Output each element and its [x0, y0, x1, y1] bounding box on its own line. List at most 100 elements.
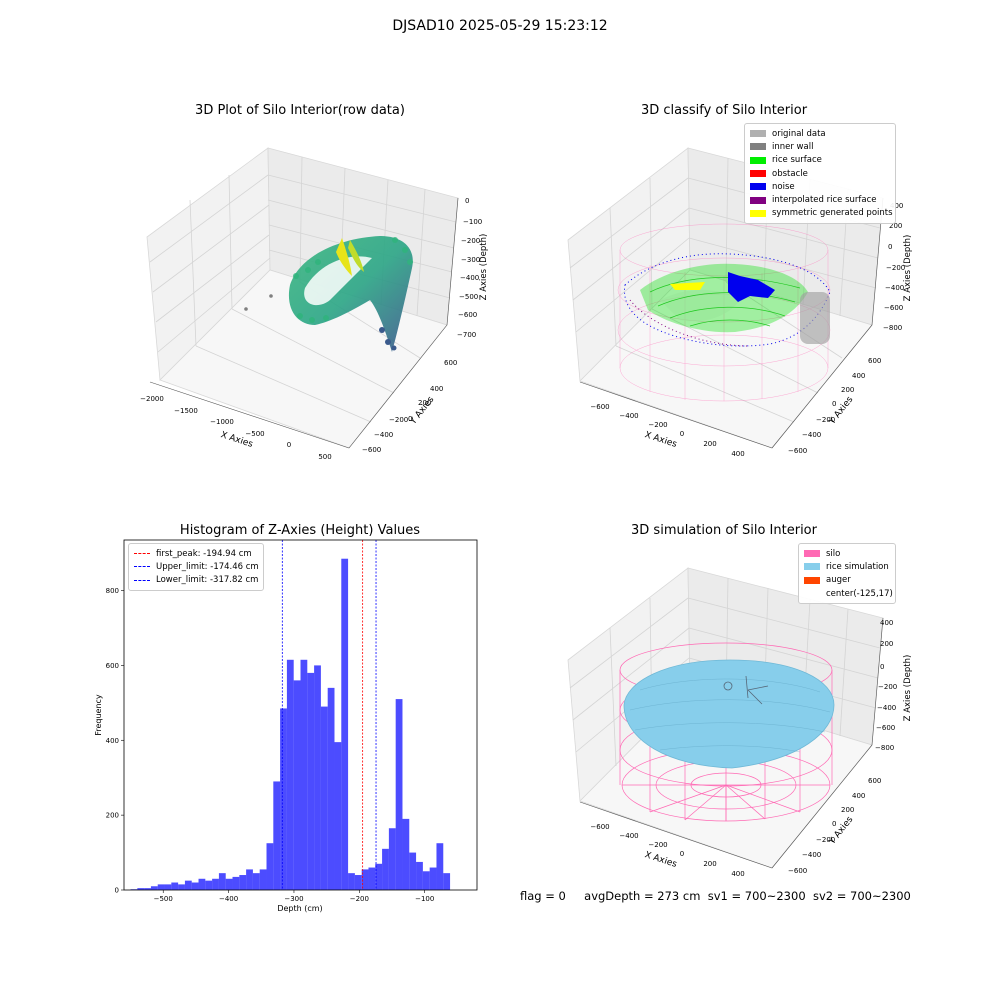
histogram-xtick-label: −200	[350, 895, 369, 903]
simulation-ytick: −200	[816, 836, 835, 844]
simulation-legend-label: silo	[826, 548, 841, 559]
histogram-bar	[327, 687, 335, 890]
histogram-ylabel: Frequency	[94, 694, 103, 736]
classify-legend-swatch	[750, 196, 766, 204]
classify-legend-label: symmetric generated points	[772, 208, 893, 219]
histogram-bar	[286, 659, 294, 890]
histogram-bar	[280, 708, 287, 890]
classify-xtick: −200	[648, 421, 667, 429]
simulation-legend-swatch	[804, 576, 820, 584]
histogram-bar	[334, 742, 342, 890]
histogram-bar	[171, 882, 179, 890]
classify-xlabel: X Axies	[643, 430, 678, 450]
classify-legend-swatch	[750, 209, 766, 217]
status-info-line: flag = 0 avgDepth = 273 cm sv1 = 700~230…	[520, 889, 911, 903]
classify-xtick: 200	[703, 440, 716, 448]
raw-xtick: −2000	[140, 395, 164, 403]
raw-xtick: −1000	[210, 418, 234, 426]
classify-legend-item: noise	[750, 180, 890, 193]
raw-ytick: 600	[444, 359, 457, 367]
simulation-ztick: 0	[880, 663, 884, 671]
histogram-bar	[178, 884, 185, 890]
histogram-bar	[388, 828, 396, 890]
simulation-ztick: −800	[875, 744, 894, 752]
histogram-bar	[191, 882, 199, 890]
classify-xtick: −600	[590, 403, 609, 411]
raw-zlabel: Z Axies (Depth)	[479, 234, 489, 301]
histogram-bar	[137, 888, 145, 890]
classify-ztick: 0	[888, 243, 892, 251]
raw-ztick: −600	[458, 311, 477, 319]
raw-xtick: 500	[318, 453, 331, 461]
raw-point-cloud	[244, 236, 413, 352]
histogram-legend-line	[134, 566, 150, 568]
classify-legend-swatch	[750, 130, 766, 138]
histogram-bar	[436, 843, 444, 890]
histogram-legend-label: Upper_limit: -174.46 cm	[156, 561, 259, 572]
histogram-bar	[293, 680, 301, 890]
simulation-ztick: −600	[876, 724, 895, 732]
histogram-bar	[273, 781, 281, 890]
classify-legend-label: rice surface	[772, 155, 822, 166]
histogram-bar	[164, 884, 172, 890]
simulation-legend-swatch	[804, 550, 820, 558]
histogram-bar	[205, 880, 213, 890]
simulation-legend-item: auger	[804, 574, 890, 587]
histogram-bar	[246, 869, 253, 890]
classify-legend-label: noise	[772, 181, 795, 192]
simulation-ztick: 400	[880, 619, 893, 627]
simulation-ytick: 200	[841, 806, 854, 814]
figure-title: DJSAD10 2025-05-29 15:23:12	[392, 18, 608, 34]
histogram-bar	[184, 880, 192, 890]
histogram-bar	[144, 888, 151, 890]
raw-ytick: 0	[408, 415, 412, 423]
histogram-bar	[157, 884, 165, 890]
simulation-xlabel: X Axies	[643, 850, 678, 870]
classify-legend: original data inner wall rice surface obsta…	[744, 123, 896, 225]
simulation-xtick: 0	[680, 850, 684, 858]
histogram-bar	[314, 665, 321, 890]
histogram-bar	[198, 878, 206, 890]
classify-ztick: 400	[890, 202, 903, 210]
histogram-bar	[218, 873, 226, 890]
classify-legend-item: inner wall	[750, 140, 890, 153]
histogram-xtick-label: −500	[154, 895, 173, 903]
classify-ztick: −600	[884, 304, 903, 312]
classify-legend-swatch	[750, 183, 766, 191]
simulation-legend-item: rice simulation	[804, 560, 890, 573]
histogram-bar	[307, 672, 315, 890]
simulation-legend-item: center(-125,17)	[804, 587, 893, 600]
histogram-title: Histogram of Z-Axies (Height) Values	[179, 523, 421, 538]
raw-xtick: 0	[287, 441, 291, 449]
histogram-bar	[416, 861, 423, 890]
simulation-legend-label: auger	[826, 575, 851, 586]
simulation-xtick: −400	[619, 832, 638, 840]
classify-legend-item: original data	[750, 127, 890, 140]
classify-point-cloud	[623, 253, 831, 347]
simulation-legend-item: silo	[804, 547, 890, 560]
histogram-bar	[225, 878, 233, 890]
simulation-xtick: 400	[731, 870, 744, 878]
classify-xtick: −400	[619, 412, 638, 420]
simulation-ytick: 400	[852, 792, 865, 800]
simulation-ztick: −200	[878, 683, 897, 691]
raw-ztick: 0	[465, 197, 469, 205]
histogram-bar	[259, 869, 267, 890]
classify-ztick: −200	[886, 264, 905, 272]
histogram-bar	[443, 873, 451, 890]
sv1-text: sv1 = 700~2300	[707, 889, 806, 903]
classify-ztick: 200	[889, 222, 902, 230]
simulation-legend: silo rice simulation auger center(-125,17)	[798, 543, 896, 605]
simulation-zlabel: Z Axies (Depth)	[903, 655, 913, 722]
simulation-legend-swatch	[804, 563, 820, 571]
simulation-legend-label: rice simulation	[826, 561, 889, 572]
histogram-xlabel: Depth (cm)	[277, 904, 322, 913]
histogram-bar	[252, 873, 260, 890]
histogram-bar	[368, 867, 376, 890]
histogram-xtick-label: −100	[415, 895, 434, 903]
classify-ztick: −800	[883, 324, 902, 332]
histogram-legend: first_peak: -194.94 cm Upper_limit: -174.…	[128, 543, 264, 591]
sv2-text: sv2 = 700~2300	[812, 889, 911, 903]
classify-xtick: 0	[680, 430, 684, 438]
histogram-bar	[320, 706, 328, 890]
